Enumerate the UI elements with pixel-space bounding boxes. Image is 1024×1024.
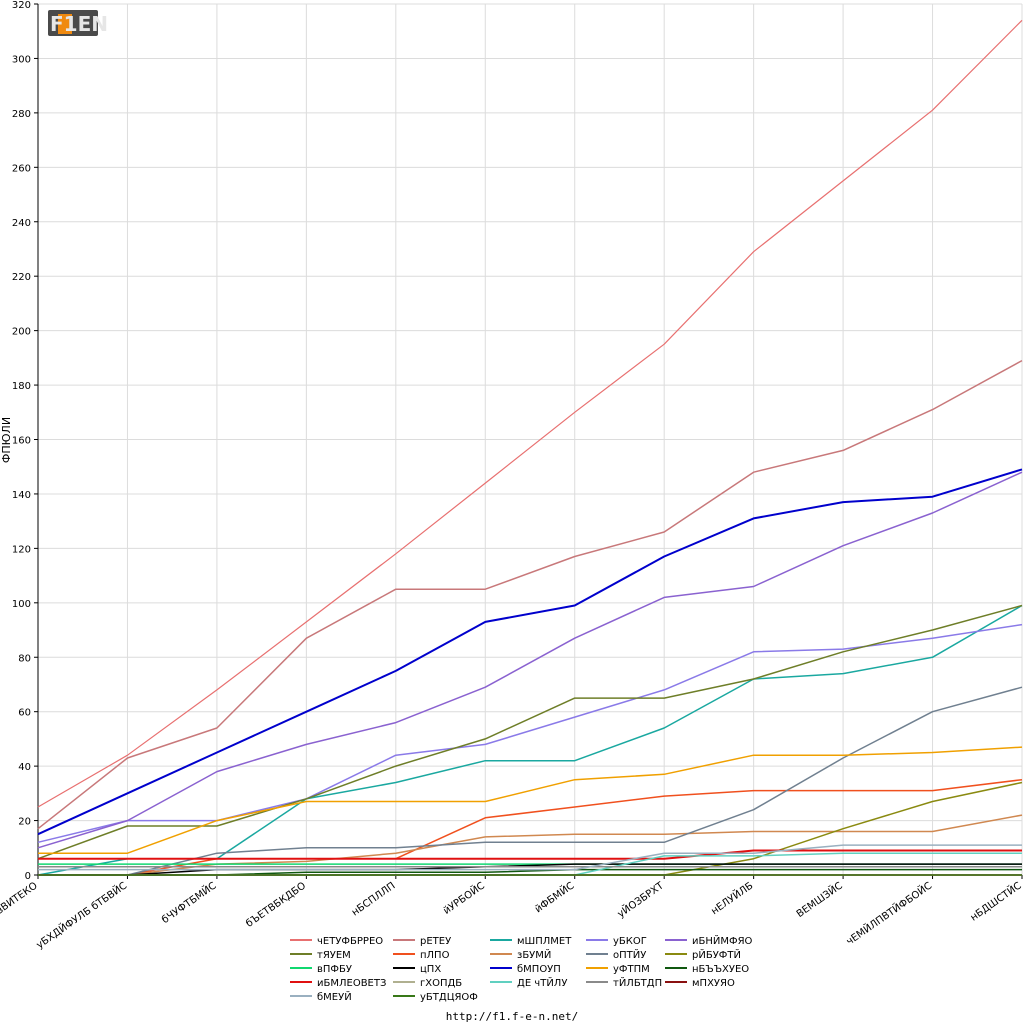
y-tick-label: 280 xyxy=(12,109,31,120)
y-tick-label: 100 xyxy=(12,599,31,610)
y-tick-label: 120 xyxy=(12,544,31,555)
legend-label: рЕТЕУ xyxy=(420,936,451,947)
y-tick-label: 40 xyxy=(18,762,31,773)
legend-label: ДЕ чТЙЛУ xyxy=(517,976,567,989)
y-tick-label: 220 xyxy=(12,272,31,283)
y-tick-label: 200 xyxy=(12,327,31,338)
app-logo: F1EN xyxy=(48,10,108,36)
series-line xyxy=(38,746,1023,854)
y-tick-label: 180 xyxy=(12,381,31,392)
logo-text: F1EN xyxy=(50,12,108,36)
legend-label: цПХ xyxy=(420,964,441,975)
series-line xyxy=(37,468,1023,836)
legend-label: уБТДЦЯОФ xyxy=(420,992,478,1003)
series-line xyxy=(38,778,1023,876)
y-tick-label: 20 xyxy=(18,817,31,828)
x-tick-label: бЧУФТБМЙС xyxy=(159,879,219,926)
y-tick-label: 240 xyxy=(12,218,31,229)
y-tick-label: 60 xyxy=(18,708,31,719)
legend-label: тЯУЕМ xyxy=(317,950,351,961)
legend-label: чЕТУФБРРЕО xyxy=(317,936,383,947)
y-tick-label: 0 xyxy=(25,871,31,882)
series-line xyxy=(38,868,1022,876)
series-line xyxy=(38,686,1023,876)
legend-label: зБУМЙ xyxy=(517,948,551,961)
legend-label: тЙЛБТДП xyxy=(613,976,662,989)
legend-label: оПТЙУ xyxy=(613,948,646,961)
legend-label: бМЕУЙ xyxy=(317,990,352,1003)
x-tick-label: нБСПЛЛП xyxy=(350,880,398,918)
x-tick-label: нЕЛУЙЛБ xyxy=(708,879,755,917)
y-tick-label: 300 xyxy=(12,54,31,65)
series-line xyxy=(38,849,1022,860)
x-tick-label: чЕМЙЛПВТЙФБОЙС xyxy=(844,879,935,948)
series-line xyxy=(37,623,1023,844)
y-axis-label: ФПЮЛИ xyxy=(0,417,13,463)
x-tick-label: ВЕМШЗЙС xyxy=(794,879,845,920)
x-tick-label: йУРБОЙС xyxy=(440,879,487,917)
x-tick-label: йФБМЙС xyxy=(532,879,576,916)
x-tick-label: уЙОЗБРХТ xyxy=(615,878,667,920)
legend-label: мШПЛМЕТ xyxy=(517,936,572,947)
legend-label: пЛПО xyxy=(420,950,450,961)
footer-url[interactable]: http://f1.f-e-n.net/ xyxy=(446,1010,578,1023)
x-tick-label: вВИТЕКО xyxy=(0,880,40,916)
y-tick-labels: 0 20 40 60 80 100 120 140 160 180 200 220 240 260 280 3… xyxy=(12,0,31,882)
legend-label: иБНЙМФЯО xyxy=(692,934,753,947)
legend-label: иБМЛЕОВЕТЗ xyxy=(317,978,386,989)
legend-label: уФТПМ xyxy=(613,964,650,975)
series-line xyxy=(37,19,1023,808)
series-lines xyxy=(37,19,1023,876)
y-tick-label: 80 xyxy=(18,653,31,664)
series-line xyxy=(37,359,1023,830)
legend-label: бМПОУП xyxy=(517,964,561,975)
x-tick-label: нБДШСТЙС xyxy=(968,879,1024,924)
legend-label: рЙБУФТЙ xyxy=(692,948,741,961)
series-line xyxy=(38,844,1022,871)
grid xyxy=(37,3,1023,876)
series-line xyxy=(38,814,1023,876)
legend-label: вПФБУ xyxy=(317,964,352,975)
y-tick-label: 260 xyxy=(12,163,31,174)
y-tick-label: 160 xyxy=(12,436,31,447)
legend-label: нБЪЪХУЕО xyxy=(692,964,749,975)
x-tick-label: уБХДЙФУЛБ бТБВЙС xyxy=(34,879,130,951)
legend-label: гХОПДБ xyxy=(420,978,462,989)
series-line xyxy=(38,863,1022,876)
series-line xyxy=(37,471,1023,849)
x-tick-label: бЪЕТВБКДБО xyxy=(244,880,308,929)
y-tick-label: 320 xyxy=(12,0,31,11)
y-tick-label: 140 xyxy=(12,490,31,501)
legend-label: уБКОГ xyxy=(613,936,647,947)
axes xyxy=(34,3,1023,879)
legend-label: мПХУЯО xyxy=(692,978,735,989)
